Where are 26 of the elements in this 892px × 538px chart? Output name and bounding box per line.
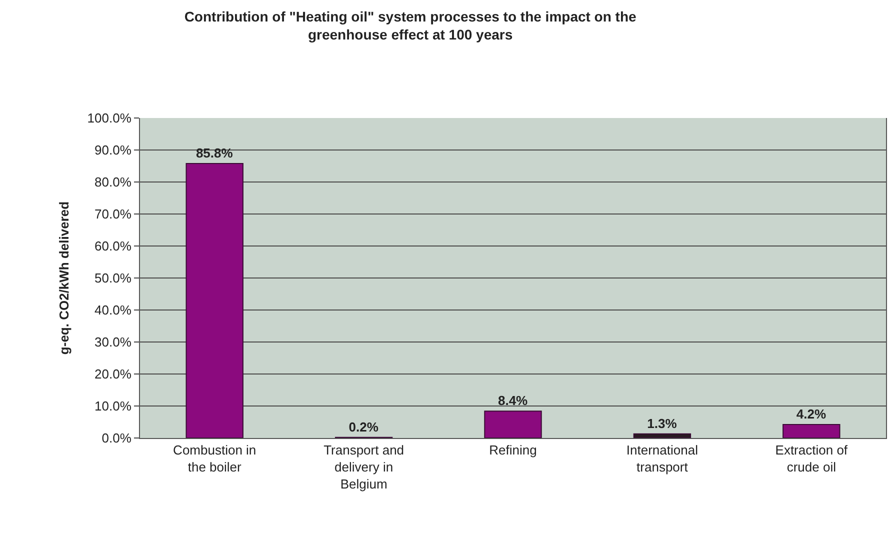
bar <box>186 162 244 438</box>
x-tick-label: Extraction of crude oil <box>775 442 848 474</box>
bar <box>484 410 542 438</box>
x-tick-label: Combustion in the boiler <box>173 442 256 474</box>
bar <box>782 424 840 438</box>
bar <box>633 433 692 438</box>
y-tick-label: 50.0% <box>94 270 132 286</box>
y-tick-label: 20.0% <box>94 366 132 382</box>
y-tick-label: 30.0% <box>94 334 132 350</box>
x-tick-label: Refining <box>489 442 537 458</box>
data-label: 8.4% <box>498 393 528 408</box>
y-tick-label: 70.0% <box>94 206 132 222</box>
data-label: 4.2% <box>796 406 826 422</box>
x-tick-label: Transport and delivery in Belgium <box>324 442 404 492</box>
y-tick-label: 90.0% <box>94 142 132 158</box>
y-tick-label: 80.0% <box>94 174 132 190</box>
data-label: 0.2% <box>348 419 379 434</box>
y-tick-label: 100.0% <box>87 110 132 126</box>
chart-title: Contribution of "Heating oil" system processes to the impact on the greenhouse effect at 100 years <box>184 8 637 43</box>
y-axis-title: g-eq. CO2/kWh delivered <box>56 201 72 355</box>
y-tick-label: 40.0% <box>94 302 132 318</box>
y-tick-label: 10.0% <box>94 398 132 414</box>
y-tick-label: 0.0% <box>102 430 132 446</box>
y-tick-label: 60.0% <box>94 238 132 254</box>
x-tick-label: International transport <box>626 442 698 474</box>
data-label: 1.3% <box>647 416 678 431</box>
